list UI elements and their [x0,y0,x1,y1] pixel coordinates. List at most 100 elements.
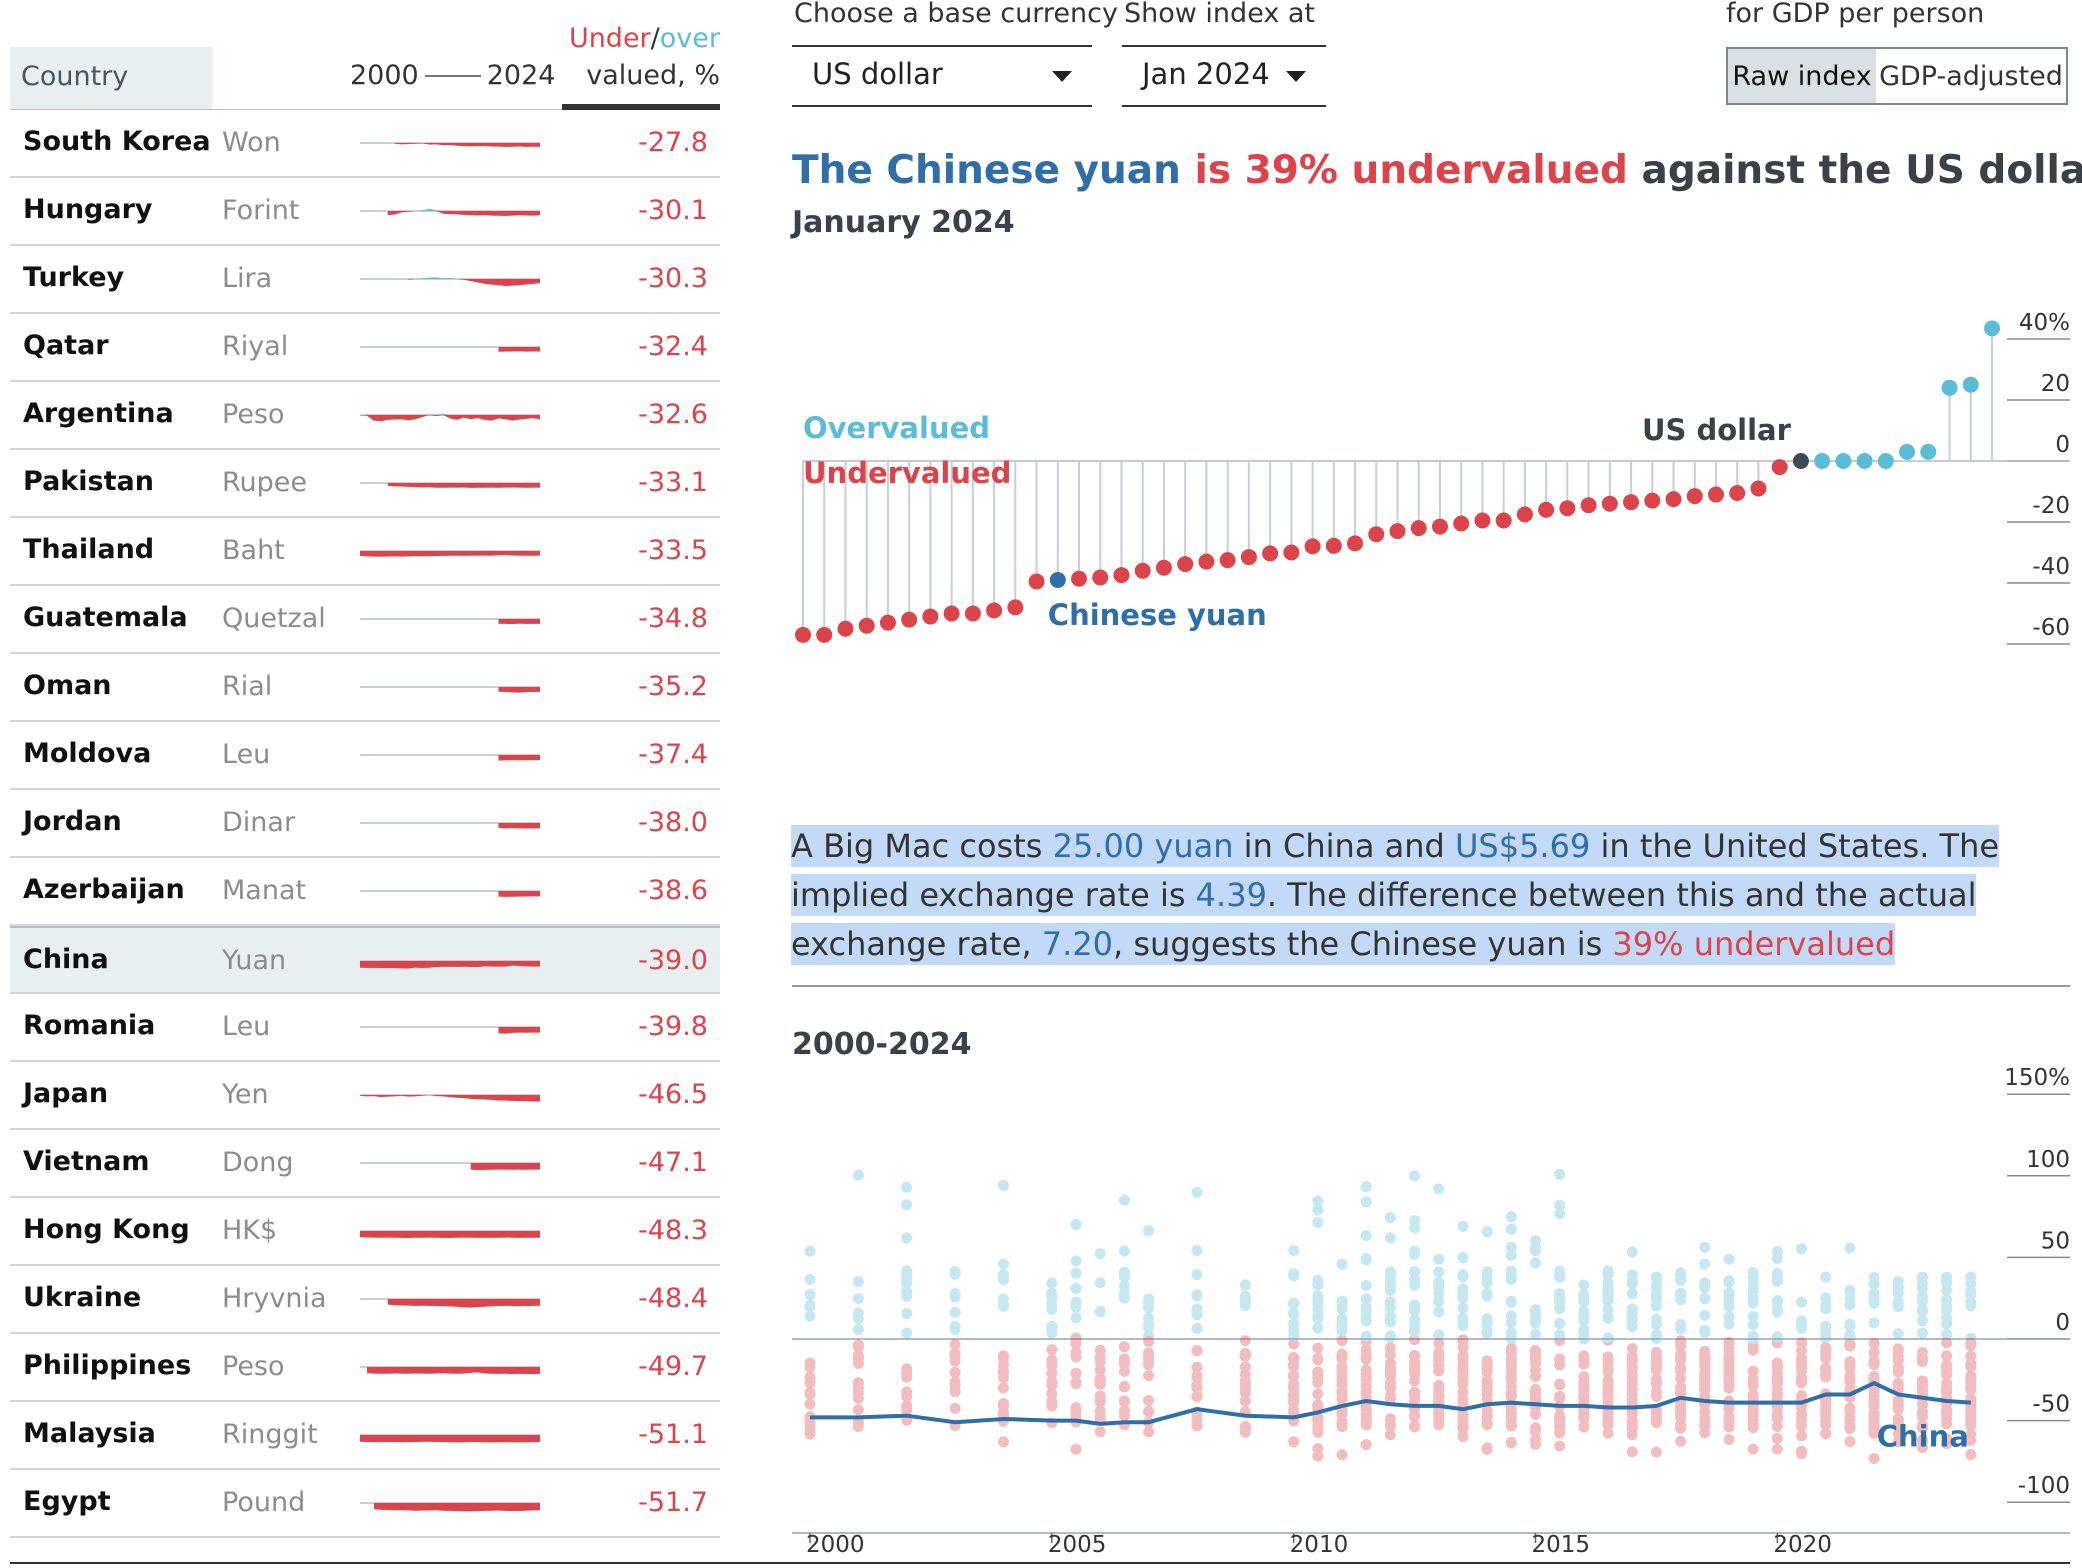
lollipop-dot[interactable] [1559,500,1576,517]
lollipop-dot[interactable] [1580,497,1597,514]
table-row[interactable]: Moldova Leu -37.4 [10,722,720,790]
lollipop-dot[interactable] [1814,453,1831,469]
lollipop-dot[interactable] [901,611,918,628]
lollipop-dot[interactable] [1771,459,1788,476]
lollipop-dot[interactable] [1325,537,1342,554]
lollipop-dot[interactable] [943,605,960,622]
lollipop-dot[interactable] [1835,453,1852,469]
lollipop-dot[interactable] [1644,492,1661,509]
table-row[interactable]: China Yuan -39.0 [10,926,720,994]
lollipop-dot[interactable] [1665,491,1682,508]
table-row[interactable]: Philippines Peso -49.7 [10,1334,720,1402]
table-row[interactable]: Hong Kong HK$ -48.3 [10,1198,720,1266]
observation-dot [1336,1321,1348,1333]
lollipop-dot[interactable] [1177,556,1194,573]
lollipop-dot[interactable] [879,614,896,631]
lollipop-dot[interactable] [1899,443,1916,460]
lollipop-dot[interactable] [1686,488,1703,505]
lollipop-dot[interactable] [1941,379,1958,396]
lollipop-dot[interactable] [1453,515,1470,532]
lollipop-dot[interactable] [1516,506,1533,523]
lollipop-dot[interactable] [1304,538,1321,555]
lollipop-dot[interactable] [1113,567,1130,584]
observation-dot [1143,1297,1155,1309]
table-row[interactable]: Jordan Dinar -38.0 [10,790,720,858]
lollipop-dot[interactable] [858,617,875,634]
lollipop-dot[interactable] [1856,453,1873,469]
lollipop-dot[interactable] [1262,545,1279,562]
lollipop-dot[interactable] [1601,495,1618,512]
observation-dot [1118,1353,1130,1365]
base-currency-dropdown[interactable]: US dollar [792,45,1092,107]
table-row[interactable]: South Korea Won -27.8 [10,110,720,178]
lollipop-dot[interactable] [1750,480,1767,497]
lollipop-dot[interactable] [1877,453,1894,469]
lollipop-dot[interactable] [1028,573,1045,590]
lollipop-dot[interactable] [1240,549,1257,566]
lollipop-dot[interactable] [795,626,811,643]
lollipop-dot[interactable] [922,608,939,625]
observation-dot [1941,1360,1953,1372]
observation-dot [1723,1417,1735,1429]
table-row[interactable]: Oman Rial -35.2 [10,654,720,722]
lollipop-dot[interactable] [1431,518,1448,535]
trend-start-year: 2000 [350,60,419,91]
lollipop-dot[interactable] [1474,512,1491,529]
lollipop-dot[interactable] [1792,453,1809,469]
lollipop-dot[interactable] [1007,599,1024,616]
lollipop-dot[interactable] [1729,485,1746,502]
lollipop-dot[interactable] [1219,552,1236,569]
table-row[interactable]: Malaysia Ringgit -51.1 [10,1402,720,1470]
lollipop-dot[interactable] [964,605,981,622]
row-sparkline [360,482,540,488]
lollipop-dot[interactable] [1707,486,1724,503]
observation-dot [1602,1386,1614,1398]
lollipop-dot[interactable] [1538,501,1555,518]
observation-dot [1360,1417,1372,1429]
lollipop-dot[interactable] [1347,535,1364,552]
table-row[interactable]: Egypt Pound -51.7 [10,1470,720,1538]
table-row[interactable]: Guatemala Quetzal -34.8 [10,586,720,654]
table-row[interactable]: Ukraine Hryvnia -48.4 [10,1266,720,1334]
lollipop-dot[interactable] [1155,559,1172,576]
lollipop-dot[interactable] [1368,526,1385,543]
observation-dot [1699,1379,1711,1391]
column-header-valuation[interactable]: Under/over valued, % [568,20,720,94]
observation-dot [1723,1311,1735,1323]
column-header-country[interactable]: Country [10,47,212,110]
lollipop-dot[interactable] [1495,512,1512,529]
gdp-adjusted-button[interactable]: GDP-adjusted [1876,47,2068,105]
lollipop-dot[interactable] [986,602,1003,619]
lollipop-dot[interactable] [1283,544,1300,561]
table-row[interactable]: Vietnam Dong -47.1 [10,1130,720,1198]
lollipop-dot[interactable] [1134,562,1151,579]
observation-dot [1626,1321,1638,1333]
table-row[interactable]: Pakistan Rupee -33.1 [10,450,720,518]
lollipop-dot[interactable] [1071,570,1088,587]
raw-index-button[interactable]: Raw index [1726,47,1878,105]
table-row[interactable]: Turkey Lira -30.3 [10,246,720,314]
table-row[interactable]: Azerbaijan Manat -38.6 [10,858,720,926]
lollipop-dot[interactable] [1092,569,1109,586]
lollipop-dot[interactable] [837,620,854,637]
lollipop-dot[interactable] [1049,571,1066,588]
table-row[interactable]: Romania Leu -39.8 [10,994,720,1062]
table-row[interactable]: Japan Yen -46.5 [10,1062,720,1130]
lollipop-dot[interactable] [1198,553,1215,570]
index-date-dropdown[interactable]: Jan 2024 [1122,45,1326,107]
lollipop-dot[interactable] [1962,376,1979,393]
table-row[interactable]: Argentina Peso -32.6 [10,382,720,450]
observation-dot [1747,1339,1759,1351]
table-row[interactable]: Qatar Riyal -32.4 [10,314,720,382]
lollipop-dot[interactable] [1410,520,1427,537]
table-row[interactable]: Thailand Baht -33.5 [10,518,720,586]
lollipop-dot[interactable] [1389,523,1406,540]
lollipop-dot[interactable] [1984,320,2000,337]
observation-dot [1723,1380,1735,1392]
lollipop-dot[interactable] [1920,443,1937,460]
observation-dot [1844,1402,1856,1414]
observation-dot [1433,1296,1445,1308]
table-row[interactable]: Hungary Forint -30.1 [10,178,720,246]
lollipop-dot[interactable] [816,626,833,643]
lollipop-dot[interactable] [1623,494,1640,511]
